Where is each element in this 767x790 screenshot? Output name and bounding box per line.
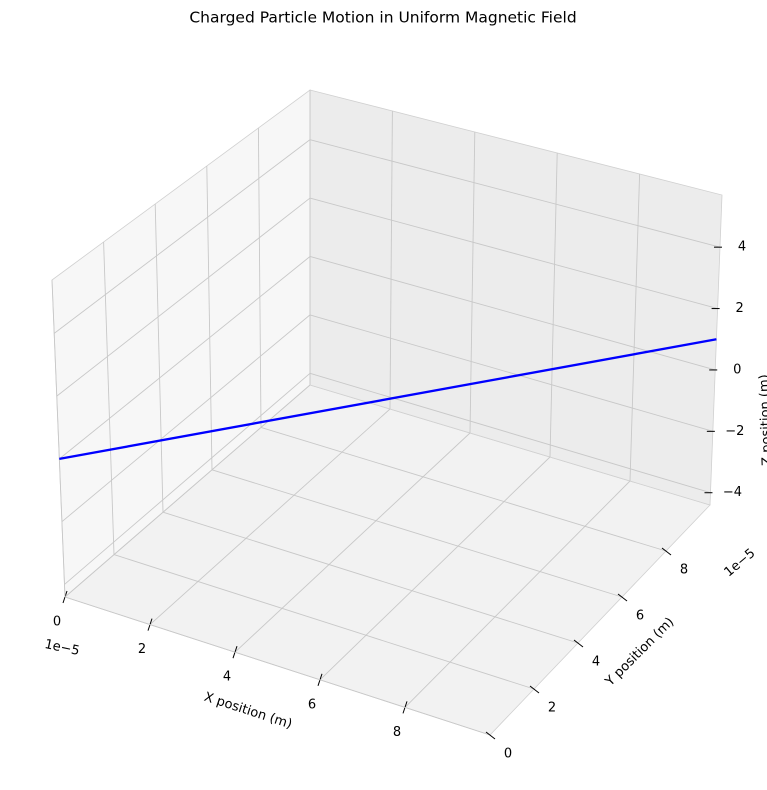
grid-line xyxy=(629,173,641,482)
grid-line xyxy=(64,596,491,736)
grid-line xyxy=(64,372,311,585)
y-tick-label: 6 xyxy=(636,609,644,624)
y-tick-label: 4 xyxy=(592,655,600,670)
y-tick xyxy=(485,731,496,740)
z-tick-label: −2 xyxy=(725,424,744,439)
grid-line xyxy=(53,139,311,334)
z-axis-label: Z position (m) xyxy=(757,374,767,466)
grid-line xyxy=(149,408,391,625)
x-axis-label: X position (m) xyxy=(202,690,294,733)
y-tick-label: 2 xyxy=(548,701,556,716)
trajectory xyxy=(59,338,717,461)
y-tick xyxy=(573,639,584,648)
z-tick-label: 2 xyxy=(735,301,743,316)
grid-line xyxy=(59,256,311,460)
grid-line xyxy=(309,197,718,309)
y-tick-label: 8 xyxy=(680,563,688,578)
x-tick-label: 2 xyxy=(138,642,146,657)
y-offset-label: 1e−5 xyxy=(722,546,759,580)
x-tick-label: 6 xyxy=(308,697,316,712)
z-tick-label: 4 xyxy=(738,240,746,255)
grid-line xyxy=(309,139,721,248)
grid-line xyxy=(113,554,535,690)
y-tick xyxy=(617,593,628,602)
z-tick-label: −4 xyxy=(723,485,742,500)
grid-line xyxy=(211,469,623,598)
grid-line xyxy=(309,372,711,494)
grid-line xyxy=(56,197,311,397)
z-tick-label: 0 xyxy=(733,362,741,377)
grid-line xyxy=(309,314,713,432)
grid-line xyxy=(260,426,667,552)
grid-line xyxy=(61,314,311,523)
grid-line xyxy=(162,511,579,644)
chart-title: Charged Particle Motion in Uniform Magne… xyxy=(189,9,576,27)
y-tick xyxy=(661,547,672,556)
grid-line xyxy=(234,432,471,653)
y-tick-label: 0 xyxy=(504,747,512,762)
grid-line xyxy=(404,480,631,708)
grid-line xyxy=(319,456,551,681)
x-tick-label: 8 xyxy=(393,725,401,740)
y-tick xyxy=(529,685,540,694)
grid-line xyxy=(389,110,393,410)
y-axis-label: Y position (m) xyxy=(602,615,677,690)
grid-line xyxy=(549,152,558,458)
x-offset-label: 1e−5 xyxy=(43,637,81,659)
x-tick-label: 4 xyxy=(223,670,231,685)
x-tick-label: 0 xyxy=(53,615,61,630)
